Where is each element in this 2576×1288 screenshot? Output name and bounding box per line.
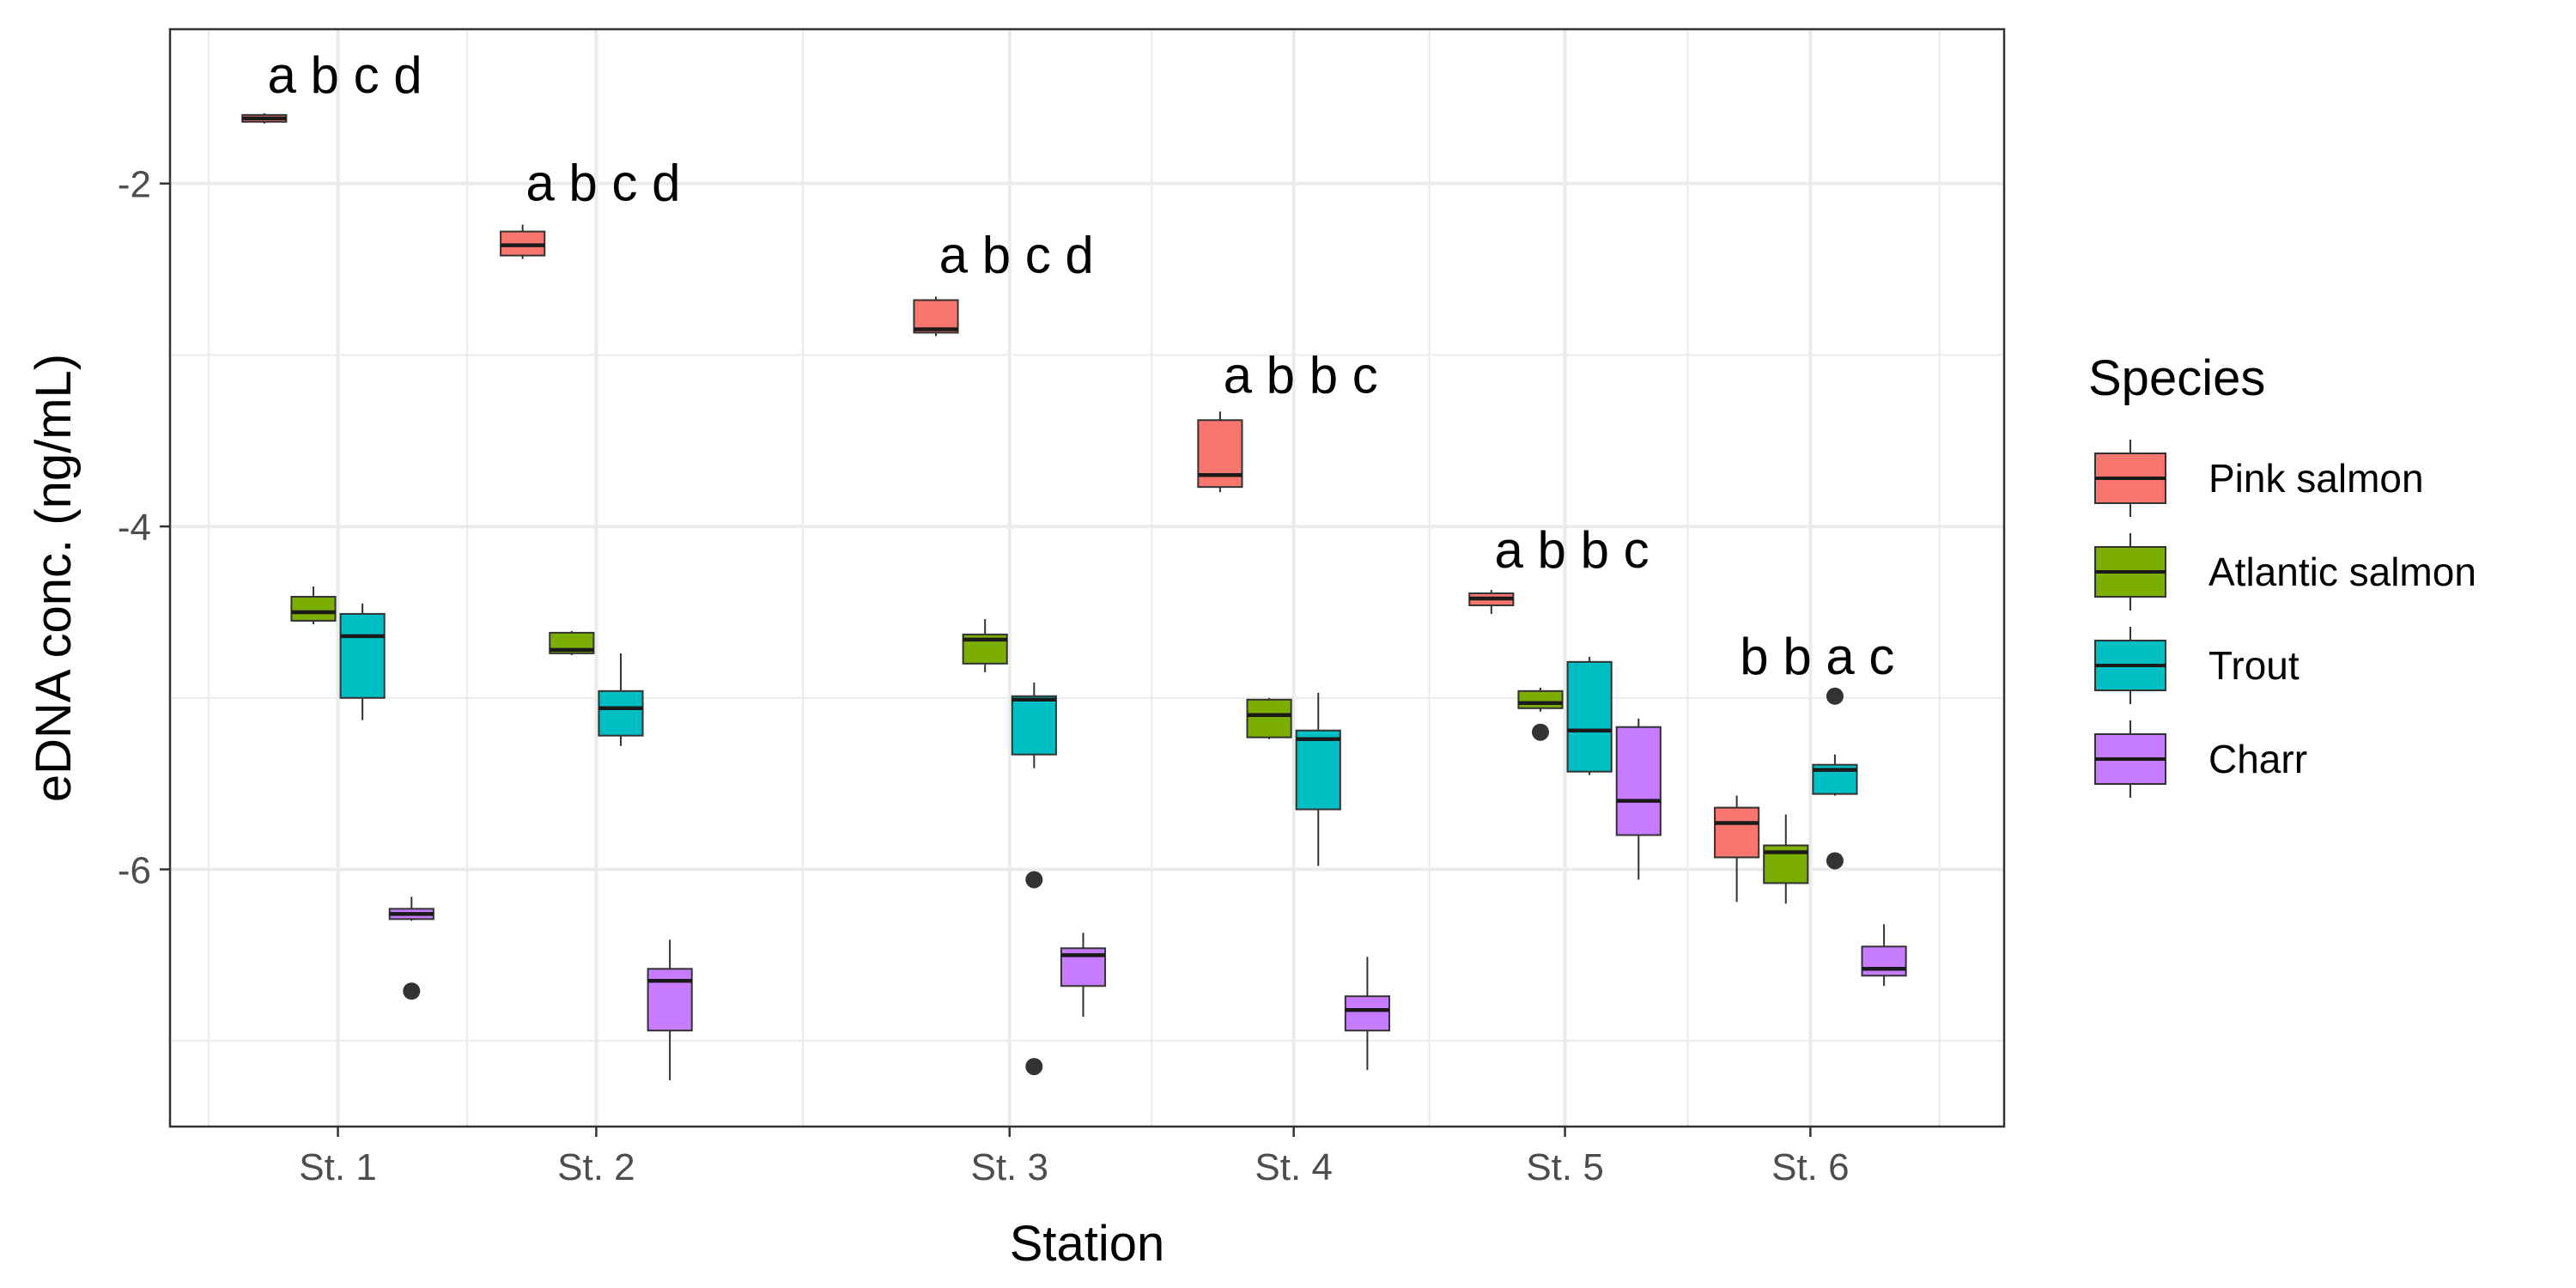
- box-body: [1714, 806, 1760, 859]
- x-tick-label: St. 5: [1526, 1146, 1604, 1188]
- significance-annotation: b b a c: [1740, 628, 1894, 685]
- box-body: [1197, 419, 1243, 489]
- annotation-layer: a b c d a b c d a b c d a b b c a b b c b b a…: [267, 46, 1894, 685]
- legend-item-pink-salmon: Pink salmon: [2094, 440, 2424, 517]
- box-body: [598, 690, 644, 737]
- axis-layer: -2 -4 -6 St. 1 St. 2 St. 3 St. 4 St. 5 St. 6: [118, 164, 1850, 1188]
- box-body: [1246, 698, 1292, 738]
- legend-item-atlantic-salmon: Atlantic salmon: [2094, 533, 2476, 611]
- box-charr-1: [388, 896, 434, 1000]
- box-atlantic-salmon-3: [962, 618, 1008, 672]
- legend-item-trout: Trout: [2094, 627, 2300, 704]
- box-trout-2: [598, 653, 644, 746]
- box-atlantic-salmon-2: [549, 630, 595, 655]
- box-pink-salmon-3: [913, 296, 959, 337]
- box-pink-salmon-5: [1468, 589, 1515, 614]
- box-trout-4: [1295, 692, 1341, 866]
- box-trout-6: [1812, 687, 1858, 870]
- legend-title: Species: [2088, 350, 2265, 406]
- y-tick-label: -6: [118, 849, 151, 891]
- significance-annotation: a b b c: [1495, 521, 1649, 579]
- panel-border: [168, 27, 2006, 1128]
- box-charr-5: [1615, 718, 1662, 880]
- box-charr-3: [1060, 933, 1107, 1018]
- box-body: [1295, 729, 1341, 811]
- outlier-point: [1826, 687, 1844, 705]
- x-tick-label: St. 3: [970, 1146, 1048, 1188]
- box-body: [1517, 690, 1564, 709]
- significance-annotation: a b c d: [526, 155, 680, 212]
- y-axis-title: eDNA conc. (ng/mL): [26, 354, 82, 802]
- outlier-point: [1826, 852, 1844, 870]
- box-body: [290, 595, 337, 622]
- box-trout-1: [339, 603, 386, 720]
- x-tick-label: St. 2: [557, 1146, 635, 1188]
- box-body: [1344, 995, 1390, 1032]
- box-body: [1566, 660, 1613, 773]
- box-body: [1861, 945, 1907, 977]
- box-atlantic-salmon-1: [290, 586, 337, 624]
- box-atlantic-salmon-4: [1246, 697, 1292, 739]
- box-body: [1011, 695, 1057, 756]
- box-body: [913, 299, 959, 334]
- legend-label: Atlantic salmon: [2208, 550, 2476, 594]
- outlier-point: [1025, 1058, 1043, 1076]
- box-pink-salmon-6: [1714, 795, 1760, 902]
- box-body: [339, 612, 386, 699]
- outlier-point: [403, 982, 421, 1000]
- grid-layer: [170, 29, 2004, 1127]
- box-charr-2: [647, 939, 693, 1081]
- legend-label: Charr: [2208, 737, 2307, 781]
- box-trout-5: [1566, 656, 1613, 775]
- x-axis-title: Station: [1010, 1216, 1165, 1272]
- significance-annotation: a b c d: [939, 227, 1094, 284]
- box-body: [1615, 726, 1662, 836]
- legend-item-charr: Charr: [2094, 720, 2307, 798]
- box-pink-salmon-1: [241, 112, 288, 124]
- box-charr-6: [1861, 924, 1907, 987]
- box-layer: [241, 112, 1907, 1081]
- box-charr-4: [1344, 957, 1390, 1071]
- significance-annotation: a b b c: [1224, 346, 1378, 404]
- legend-label: Pink salmon: [2208, 456, 2424, 501]
- significance-annotation: a b c d: [267, 46, 422, 104]
- outlier-point: [1531, 723, 1549, 741]
- x-tick-label: St. 1: [299, 1146, 377, 1188]
- box-atlantic-salmon-5: [1517, 687, 1564, 741]
- x-tick-label: St. 4: [1255, 1146, 1333, 1188]
- box-pink-salmon-2: [500, 224, 546, 259]
- box-pink-salmon-4: [1197, 411, 1243, 493]
- box-body: [647, 968, 693, 1032]
- box-atlantic-salmon-6: [1763, 814, 1809, 904]
- outlier-point: [1025, 871, 1043, 889]
- y-tick-label: -4: [118, 507, 151, 549]
- x-tick-label: St. 6: [1771, 1146, 1850, 1188]
- y-tick-label: -2: [118, 164, 151, 206]
- legend-label: Trout: [2208, 643, 2300, 688]
- box-trout-3: [1011, 682, 1057, 1076]
- legend: Species Pink salmon Atlantic salmon Trout C…: [2088, 350, 2476, 798]
